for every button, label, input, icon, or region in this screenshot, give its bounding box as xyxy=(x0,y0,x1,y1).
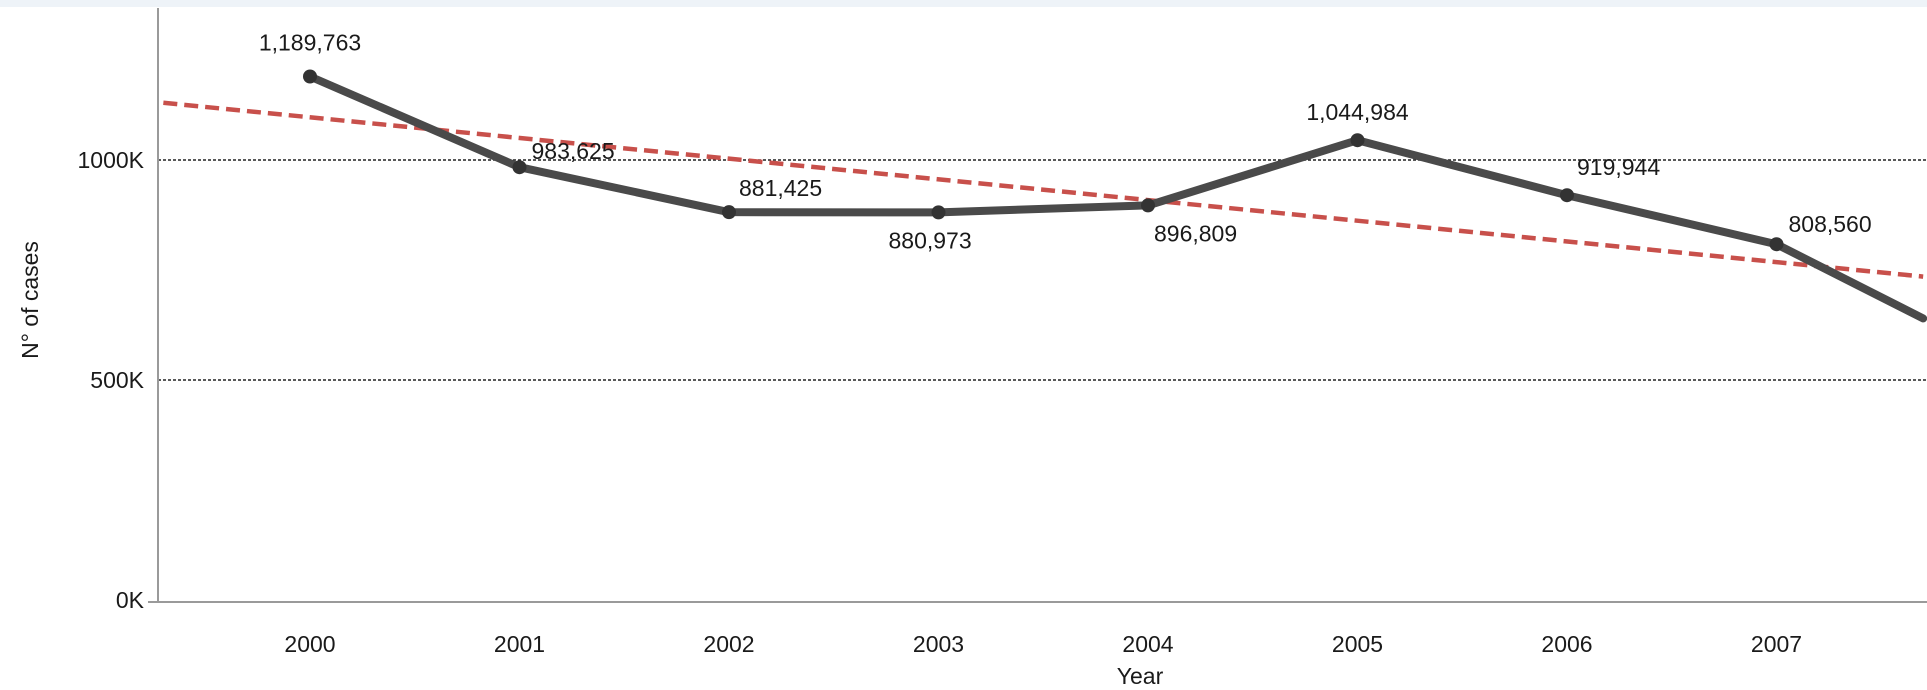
trend-line xyxy=(163,100,1924,279)
data-points xyxy=(303,69,1784,252)
data-label: 808,560 xyxy=(1789,211,1872,237)
data-point xyxy=(303,69,317,84)
data-label: 896,809 xyxy=(1154,220,1237,246)
y-tick-label: 0K xyxy=(116,587,145,613)
gridlines xyxy=(158,159,1927,381)
trend-dashed-line xyxy=(163,100,1924,279)
x-tick-label: 2004 xyxy=(1122,631,1173,657)
data-label: 919,944 xyxy=(1577,154,1660,180)
x-tick-label: 2006 xyxy=(1541,631,1592,657)
data-point xyxy=(1560,188,1574,203)
y-tick-labels: 0K 500K 1000K xyxy=(77,147,144,613)
data-labels: 1,189,763 983,625 881,425 880,973 896,809 1,0… xyxy=(259,30,1872,254)
x-tick-label: 2003 xyxy=(913,631,964,657)
data-label: 881,425 xyxy=(739,175,822,201)
data-label: 880,973 xyxy=(889,227,972,253)
x-tick-label: 2005 xyxy=(1332,631,1383,657)
data-point xyxy=(931,205,946,220)
y-axis-title: N° of cases xyxy=(17,241,43,359)
x-axis-title: Year xyxy=(1117,663,1164,689)
data-point xyxy=(1141,198,1155,213)
x-tick-label: 2007 xyxy=(1751,631,1802,657)
data-point xyxy=(722,205,736,220)
x-tick-label: 2001 xyxy=(494,631,545,657)
data-point xyxy=(1350,133,1365,148)
x-tick-label: 2000 xyxy=(284,631,335,657)
axes xyxy=(148,8,1927,603)
top-border-strip xyxy=(0,0,1927,7)
data-label: 1,189,763 xyxy=(259,30,361,56)
data-label: 983,625 xyxy=(532,138,615,164)
data-label: 1,044,984 xyxy=(1306,99,1409,125)
data-point xyxy=(1769,237,1784,252)
y-tick-label: 500K xyxy=(90,367,144,393)
y-tick-label: 1000K xyxy=(77,147,144,173)
x-tick-labels: 2000 2001 2002 2003 2004 2005 2006 2007 xyxy=(284,631,1802,657)
data-point xyxy=(512,160,527,175)
x-tick-label: 2002 xyxy=(703,631,754,657)
